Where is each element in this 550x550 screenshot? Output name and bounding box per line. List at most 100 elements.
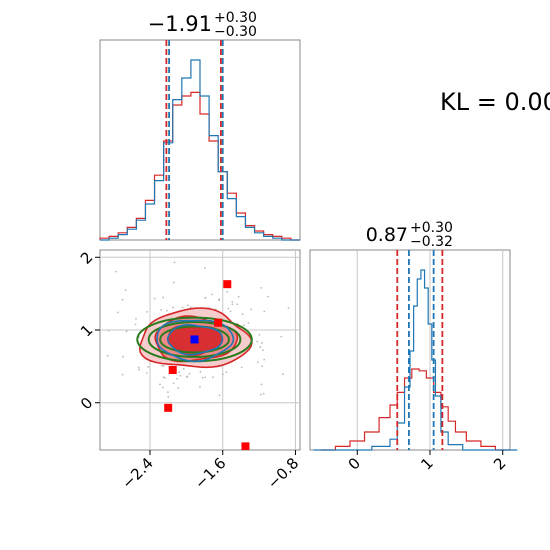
joint-blue-contour	[156, 319, 235, 363]
joint-red-square-marker	[241, 442, 250, 450]
marginal-y-tick-label: 2	[490, 454, 509, 473]
joint-green-contour	[159, 325, 230, 354]
joint-sample-point	[121, 373, 124, 376]
joint-sample-point	[282, 373, 284, 376]
joint-y-tick-label: 0	[77, 394, 96, 413]
joint-sample-point	[280, 335, 283, 338]
joint-sample-point	[240, 366, 243, 369]
joint-sample-point	[189, 306, 192, 309]
marginal-y-ticks: 0 1 2	[345, 450, 510, 474]
joint-sample-point	[201, 376, 204, 379]
joint-sample-point	[199, 370, 202, 373]
joint-sample-point	[188, 372, 191, 375]
marginal-x-title-upper: +0.30	[214, 10, 257, 26]
joint-sample-point	[178, 371, 181, 374]
joint-sample-point	[106, 354, 109, 357]
marginal-y-title-lower: −0.32	[410, 234, 453, 250]
joint-sample-point	[172, 306, 174, 309]
joint-sample-point	[160, 309, 162, 311]
joint-sample-point	[260, 383, 263, 386]
marginal-x-title-value: −1.91	[148, 12, 212, 36]
joint-sample-point	[179, 374, 182, 377]
marginal-y-histograms	[313, 250, 518, 451]
marginal-y-panel: 0 1 2 0.87 +0.30 −0.32	[309, 220, 518, 474]
joint-sample-point	[212, 376, 215, 379]
joint-sample-point	[172, 382, 175, 385]
marginal-y-series-0	[320, 368, 510, 451]
joint-red-square-marker	[168, 366, 177, 374]
joint-sample-point	[162, 296, 165, 299]
joint-sample-point	[176, 377, 178, 380]
joint-sample-point	[247, 321, 250, 324]
marginal-x-series-1	[100, 59, 300, 241]
joint-sample-point	[182, 367, 185, 370]
joint-sample-point	[250, 308, 253, 311]
joint-sample-point	[199, 386, 201, 388]
joint-sample-point	[211, 293, 213, 296]
joint-sample-point	[263, 358, 266, 361]
joint-sample-point	[203, 266, 206, 269]
joint-x-tick-label: −2.4	[118, 454, 156, 492]
joint-sample-point	[204, 376, 207, 379]
joint-sample-point	[261, 342, 263, 344]
joint-sample-point	[229, 310, 232, 313]
joint-sample-point	[227, 307, 230, 310]
joint-sample-point	[121, 298, 124, 301]
joint-x-tick-label: −1.6	[191, 454, 229, 492]
joint-sample-point	[160, 364, 163, 367]
joint-sample-point	[262, 393, 265, 395]
marginal-y-tick-label: 0	[345, 454, 364, 473]
joint-sample-point	[261, 365, 263, 367]
joint-sample-point	[241, 313, 244, 316]
joint-sample-point	[147, 366, 150, 368]
joint-red-square-marker	[214, 318, 223, 327]
joint-sample-point	[159, 383, 161, 386]
joint-sample-point	[204, 296, 206, 299]
joint-sample-point	[267, 295, 270, 298]
marginal-y-series-1	[313, 269, 518, 451]
joint-sample-point	[177, 387, 180, 389]
joint-green-contour	[147, 321, 242, 358]
joint-y-tick-label: 1	[77, 321, 96, 340]
joint-sample-point	[125, 330, 128, 333]
kl-annotation: KL = 0.00	[440, 88, 550, 116]
joint-sample-point	[237, 295, 240, 298]
joint-sample-point	[262, 349, 264, 352]
joint-sample-point	[260, 286, 263, 289]
joint-sample-point	[242, 324, 245, 327]
joint-sample-point	[222, 373, 224, 376]
joint-sample-point	[185, 376, 188, 378]
joint-sample-point	[167, 396, 170, 398]
joint-sample-point	[236, 303, 239, 306]
marginal-y-gridlines	[356, 250, 504, 450]
joint-sample-point	[114, 270, 117, 273]
joint-sample-point	[90, 420, 92, 422]
marginal-x-panel: −1.91 +0.30 −0.30	[99, 10, 301, 241]
joint-sample-point	[181, 306, 184, 309]
joint-blue-square-marker	[190, 335, 199, 344]
joint-sample-point	[134, 323, 137, 326]
joint-sample-point	[231, 301, 234, 303]
marginal-x-title-lower: −0.30	[214, 24, 257, 40]
joint-sample-point	[162, 376, 165, 379]
marginal-y-title-upper: +0.30	[410, 220, 453, 236]
joint-sample-point	[138, 368, 140, 371]
joint-sample-point	[172, 281, 175, 284]
joint-sample-point	[231, 303, 234, 306]
joint-x-tick-label: −0.8	[264, 454, 302, 492]
joint-panel: −2.4 −1.6 −0.8 0 1 2	[77, 248, 302, 492]
joint-sample-point	[153, 297, 156, 300]
joint-red-square-marker	[164, 403, 173, 412]
joint-y-tick-label: 2	[77, 248, 96, 267]
joint-sample-point	[226, 290, 229, 293]
joint-sample-point	[135, 318, 137, 320]
joint-sample-point	[145, 372, 148, 374]
marginal-y-tick-label: 1	[417, 454, 436, 473]
joint-sample-point	[187, 304, 189, 307]
marginal-x-histograms	[99, 40, 300, 241]
joint-sample-point	[256, 361, 259, 364]
joint-sample-point	[124, 289, 127, 292]
joint-sample-point	[166, 309, 168, 312]
joint-blue-contour	[166, 323, 224, 356]
